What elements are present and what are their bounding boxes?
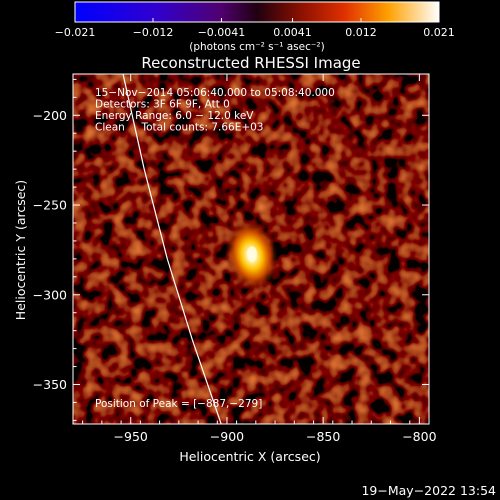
colorbar-tick-label: 0.012 (345, 26, 377, 39)
colorbar-ticks: −0.021 −0.012 −0.0041 0.0041 0.012 0.021 (55, 18, 455, 39)
x-tick-label: −950 (114, 429, 148, 444)
colorbar-tick-label: −0.012 (133, 26, 174, 39)
x-tick-label: −800 (402, 429, 436, 444)
y-tick-label: −250 (33, 198, 67, 213)
y-tick-label: −300 (33, 287, 67, 302)
observation-info: 15−Nov−2014 05:06:40.000 to 05:08:40.000… (95, 87, 335, 134)
info-line: Detectors: 3F 6F 9F, Att 0 (95, 99, 230, 111)
peak-position-label: Position of Peak = [−887,−279] (95, 398, 262, 410)
x-tick-label: −850 (306, 429, 340, 444)
y-tick-label: −350 (33, 377, 67, 392)
plot-frame (72, 73, 430, 425)
solar-limb-line (122, 74, 222, 424)
plot-area (73, 74, 429, 424)
colorbar-gradient (74, 1, 440, 23)
colorbar: −0.021 −0.012 −0.0041 0.0041 0.012 0.021 (pho… (55, 1, 455, 53)
colorbar-tick-label: 0.0041 (273, 26, 312, 39)
y-axis-label: Heliocentric Y (arcsec) (13, 180, 28, 320)
x-axis-ticks: −950 −900 −850 −800 (82, 74, 437, 444)
y-tick-label: −200 (33, 108, 67, 123)
x-tick-label: −900 (210, 429, 244, 444)
footer-timestamp: 19−May−2022 13:54 (361, 483, 496, 498)
colorbar-tick-label: −0.0041 (198, 26, 246, 39)
chart-title: Reconstructed RHESSI Image (141, 54, 360, 72)
colorbar-tick-label: −0.021 (55, 26, 96, 39)
hxr-source-core (246, 246, 257, 263)
x-axis-label: Heliocentric X (arcsec) (179, 449, 320, 464)
info-line: Energy Range: 6.0 − 12.0 keV (95, 110, 254, 122)
colorbar-tick-label: 0.021 (423, 26, 455, 39)
colorbar-unit-label: (photons cm⁻² s⁻¹ asec⁻²) (189, 41, 324, 53)
info-line: Clean Total counts: 7.66E+03 (95, 122, 264, 134)
y-axis-ticks: −200 −250 −300 −350 (33, 78, 429, 421)
info-line: 15−Nov−2014 05:06:40.000 to 05:08:40.000 (95, 87, 335, 99)
